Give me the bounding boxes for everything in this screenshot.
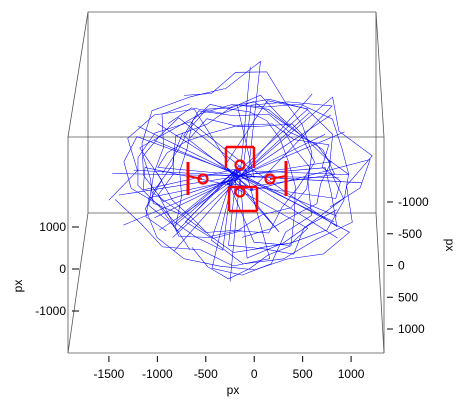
- y-tick-label: -1000: [35, 304, 66, 318]
- trajectory-spike: [153, 140, 338, 217]
- red-marker-point: [197, 173, 209, 185]
- trajectory-loop: [157, 94, 316, 239]
- box-edge-11: [375, 212, 385, 354]
- trajectory-loop: [141, 60, 373, 265]
- z-axis-title: px: [443, 239, 457, 252]
- y-tick-label: 0: [59, 262, 66, 276]
- z-tick-label: 0: [398, 259, 405, 273]
- red-marker-point: [264, 173, 276, 185]
- box-edge-2: [67, 11, 89, 138]
- red-marker-point: [234, 186, 246, 198]
- red-marker-point: [234, 159, 246, 171]
- x-tick-label: 1000: [338, 367, 365, 381]
- trajectory-loop: [137, 101, 371, 259]
- trajectory-loop: [142, 110, 332, 238]
- x-tick-label: 0: [251, 367, 258, 381]
- trajectory-loop: [158, 118, 349, 255]
- trajectory-spike: [229, 66, 251, 282]
- z-tick-label: 500: [398, 290, 418, 304]
- x-tick-label: -500: [194, 367, 218, 381]
- z-tick-label: 1000: [398, 322, 425, 336]
- blue-trajectory: [108, 60, 373, 282]
- z-axis: -1000 -500 0 500 1000: [387, 195, 429, 336]
- x-tick-label: 500: [293, 367, 313, 381]
- x-axis: -1500 -1000 -500 0 500 1000: [94, 356, 365, 381]
- trajectory-loop: [152, 98, 345, 249]
- box-edge-3: [375, 11, 385, 138]
- y-tick-label: 1000: [39, 220, 66, 234]
- trajectory-spike: [123, 131, 345, 226]
- x-tick-label: -1000: [142, 367, 173, 381]
- y-axis-title: px: [11, 280, 25, 293]
- trajectory-spike: [157, 123, 338, 239]
- trajectory-loop: [139, 103, 350, 271]
- red-markers: [186, 145, 288, 213]
- trajectory-loop: [175, 103, 296, 280]
- trajectory-spike: [133, 169, 362, 184]
- trajectory-spike: [173, 93, 313, 252]
- trajectory-spike: [118, 161, 332, 196]
- trajectory-spike: [138, 126, 335, 223]
- trajectory-loop: [108, 100, 338, 267]
- red-arm-right: [269, 175, 287, 180]
- x-tick-label: -1500: [94, 367, 125, 381]
- y-axis: 1000 0 -1000: [35, 220, 79, 318]
- trajectory-spike: [159, 114, 332, 231]
- trajectory-loop: [123, 101, 336, 251]
- z-tick-label: -1000: [398, 195, 429, 209]
- trajectory-loop: [148, 71, 313, 276]
- trajectory-spike: [112, 173, 340, 179]
- box-edge-10: [67, 212, 89, 354]
- x-axis-title: px: [227, 383, 240, 397]
- trajectory-spike: [172, 112, 310, 238]
- red-arm-left: [187, 175, 203, 180]
- z-tick-label: -500: [398, 227, 422, 241]
